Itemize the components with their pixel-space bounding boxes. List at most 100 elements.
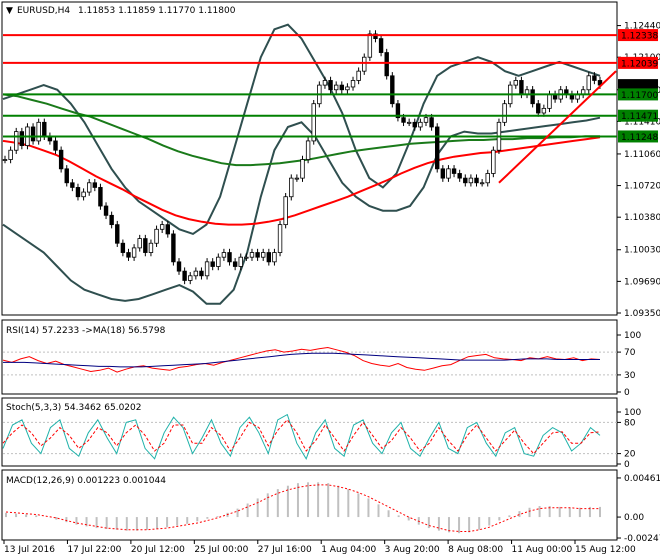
price-mark-box [618, 130, 658, 143]
candle-body [418, 121, 423, 128]
price-mark-box [618, 79, 658, 92]
macd-signal-line [5, 484, 600, 532]
macd-tick-label: -0.002472 [624, 534, 660, 544]
candle-body [199, 270, 204, 277]
candle-body [406, 121, 412, 124]
candle-body [311, 103, 316, 142]
candle-body [30, 126, 36, 142]
candle-body [126, 252, 131, 258]
rsi-tick-label: 0 [624, 388, 630, 398]
candle-body [70, 182, 75, 188]
candle-body [188, 275, 193, 281]
candle-body [86, 182, 92, 193]
x-tick-label: 13 Jul 2016 [4, 545, 55, 555]
stoch-main-line [2, 413, 601, 460]
candle-body [2, 159, 8, 161]
macd-panel [1, 469, 618, 541]
price-mark-label: 1.11700 [621, 91, 658, 101]
candle-body [513, 80, 519, 86]
candle-body [165, 224, 170, 235]
trend-line [498, 70, 617, 184]
candle-body [322, 80, 328, 86]
candle-body [36, 121, 41, 142]
price-tick-label: 1.11060 [624, 150, 660, 160]
candle-body [356, 70, 361, 81]
price-tick-label: 1.10380 [624, 213, 660, 223]
stoch-tick-label: 20 [624, 450, 636, 460]
candle-body [272, 252, 277, 263]
candle-body [232, 261, 238, 267]
candle-body [159, 224, 165, 230]
price-mark-box [618, 29, 658, 42]
candle-body [435, 126, 440, 170]
ma-long-line [2, 136, 601, 226]
candle-body [485, 173, 490, 184]
candle-body [289, 177, 294, 198]
rsi-ma-line [3, 352, 600, 368]
x-tick-label: 17 Jul 22:00 [67, 545, 121, 555]
candle-body [109, 214, 114, 226]
stoch-tick-label: 100 [624, 408, 641, 418]
candle-body [244, 256, 249, 259]
candle-body [154, 228, 159, 244]
stoch-signal-line [2, 419, 601, 455]
candle-body [333, 84, 339, 91]
candle-body [502, 103, 507, 123]
chart-symbol-icon: ▼ [6, 6, 13, 16]
candle-body [255, 252, 260, 258]
x-tick-label: 27 Jul 16:00 [258, 545, 312, 555]
price-tick-label: 1.11410 [624, 117, 660, 127]
candle-body [367, 33, 373, 58]
candle-body [53, 140, 58, 151]
candle-body [395, 103, 401, 119]
candle-body [8, 149, 13, 160]
price-mark-box [618, 88, 658, 101]
chart-symbol: EURUSD,H4 [17, 6, 70, 16]
candle-body [547, 94, 552, 109]
candle-body [193, 270, 199, 277]
price-tick-label: 1.10030 [624, 246, 660, 256]
candle-body [305, 140, 311, 160]
candle-body [266, 252, 272, 263]
candle-body [586, 75, 591, 91]
candle-body [519, 80, 524, 95]
candle-body [401, 117, 406, 123]
candle-body [81, 191, 86, 198]
stoch-tick-label: 0 [624, 460, 630, 470]
price-mark-label: 1.11248 [621, 133, 658, 143]
candle-body [277, 224, 283, 253]
candle-body [216, 256, 221, 267]
candle-body [176, 261, 182, 272]
candle-body [238, 256, 243, 267]
candle-body [350, 80, 356, 88]
macd-tick-label: 0.00 [624, 513, 644, 523]
rsi-title: RSI(14) 57.2233 ->MA(18) 56.5798 [6, 326, 166, 336]
candle-body [261, 252, 266, 258]
candle-body [171, 233, 176, 263]
stoch-title: Stoch(5,3,3) 54.3462 65.0202 [6, 403, 141, 413]
candle-body [457, 173, 462, 179]
candle-body [468, 177, 474, 184]
x-tick-label: 1 Aug 04:00 [321, 545, 376, 555]
candle-body [92, 182, 98, 188]
price-tick-label: 1.12440 [624, 22, 660, 32]
candle-body [227, 252, 232, 263]
rsi-tick-label: 30 [624, 371, 636, 381]
candle-body [362, 56, 367, 72]
candle-body [98, 187, 103, 207]
candle-body [328, 80, 333, 91]
candle-body [42, 121, 47, 137]
candle-body [58, 149, 64, 170]
candle-body [479, 182, 485, 185]
x-tick-label: 15 Aug 12:00 [575, 545, 636, 555]
candle-body [429, 117, 434, 128]
candle-body [451, 168, 457, 174]
candle-body [182, 270, 187, 281]
candle-body [463, 177, 468, 184]
candle-body [120, 242, 126, 253]
macd-title: MACD(12,26,9) 0.001223 0.001044 [6, 476, 166, 486]
candle-body [339, 84, 344, 91]
rsi-tick-label: 100 [624, 331, 641, 341]
candle-body [294, 177, 300, 180]
x-tick-label: 11 Aug 00:00 [512, 545, 573, 555]
